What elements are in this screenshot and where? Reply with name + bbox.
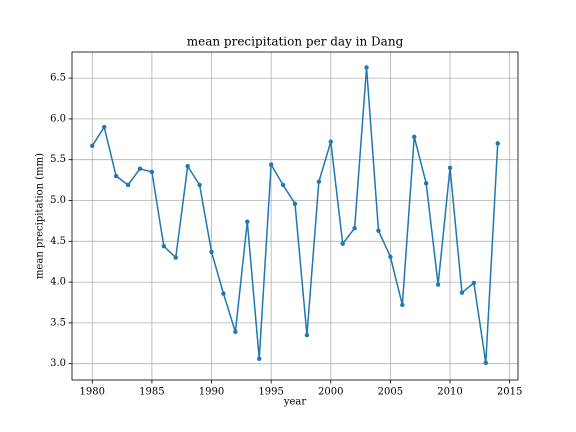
y-tick-label: 3.0	[50, 358, 66, 369]
x-tick-label: 2015	[497, 387, 522, 398]
data-point	[483, 360, 489, 366]
data-point	[221, 291, 226, 296]
data-point	[340, 241, 345, 246]
y-tick-label: 4.5	[50, 236, 66, 247]
data-point	[125, 182, 131, 188]
data-point	[137, 166, 143, 171]
y-tick-label: 5.5	[50, 154, 66, 165]
y-tick-label: 6.0	[50, 113, 66, 124]
data-point	[495, 141, 500, 146]
data-point	[101, 124, 107, 130]
x-tick-label: 2000	[318, 387, 343, 398]
data-point	[423, 181, 429, 186]
plot-frame	[71, 51, 519, 381]
y-tick-label: 3.5	[50, 317, 66, 328]
data-point	[328, 139, 333, 144]
data-point	[161, 243, 167, 249]
data-point	[173, 255, 178, 260]
x-tick-label: 1990	[199, 387, 224, 398]
data-point	[412, 134, 417, 140]
chart-title: mean precipitation per day in Dang	[187, 35, 404, 49]
data-point	[376, 228, 381, 233]
y-tick-label: 6.5	[50, 73, 66, 84]
data-line	[91, 67, 499, 363]
data-point	[185, 164, 190, 169]
data-point	[435, 282, 441, 287]
data-point	[257, 356, 262, 361]
x-tick-label: 1995	[258, 387, 283, 398]
y-tick-label: 5.0	[50, 195, 66, 206]
data-point	[197, 182, 202, 188]
data-point	[447, 165, 453, 171]
data-point	[113, 173, 119, 179]
x-tick-label: 1980	[80, 387, 105, 398]
x-tick-label: 1985	[139, 387, 164, 398]
data-point	[304, 332, 310, 338]
data-point	[149, 169, 155, 175]
data-point	[268, 162, 274, 167]
x-axis-label: year	[283, 397, 307, 408]
x-tick-label: 2010	[437, 387, 462, 398]
data-point	[292, 201, 298, 206]
data-point	[400, 302, 405, 308]
data-point	[459, 290, 465, 295]
data-point	[316, 179, 322, 184]
data-point	[471, 280, 477, 286]
data-point	[233, 329, 238, 335]
data-point	[352, 226, 357, 231]
data-point	[364, 65, 369, 70]
data-point	[245, 219, 250, 224]
data-point	[90, 143, 95, 149]
y-axis-label: mean precipitation (mm)	[35, 153, 46, 279]
data-point	[209, 249, 214, 255]
data-point	[388, 254, 393, 259]
y-tick-label: 4.0	[50, 277, 66, 288]
data-point	[280, 182, 286, 188]
x-tick-label: 2005	[378, 387, 403, 398]
